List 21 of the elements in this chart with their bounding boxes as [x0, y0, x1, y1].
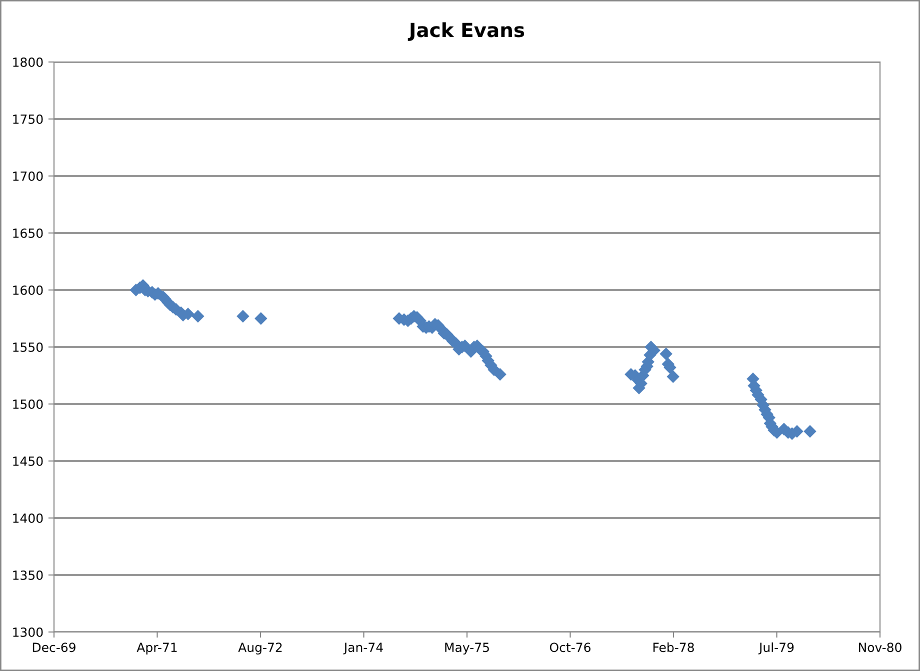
x-tick-label: Dec-69 — [32, 642, 76, 652]
x-tick-label: Jan-74 — [343, 642, 383, 654]
x-tick-label: Feb-78 — [653, 642, 694, 652]
x-tick-label: Oct-76 — [550, 642, 590, 652]
y-tick-label: 1400 — [13, 513, 43, 523]
y-tick-label: 1700 — [13, 171, 43, 181]
y-tick-label: 1300 — [13, 627, 43, 637]
y-tick-label: 1550 — [13, 342, 43, 352]
x-tick-label: Nov-80 — [858, 642, 902, 652]
y-tick-label: 1750 — [13, 114, 43, 124]
x-tick-label: Jul-79 — [758, 642, 794, 654]
x-tick-label: Aug-72 — [238, 642, 282, 655]
y-tick-label: 1450 — [13, 456, 43, 466]
y-tick-label: 1350 — [13, 570, 43, 580]
y-tick-label: 1650 — [13, 228, 43, 238]
y-tick-label: 1600 — [13, 285, 43, 295]
y-tick-label: 1800 — [13, 57, 43, 67]
x-tick-label: Apr-71 — [136, 642, 177, 655]
x-tick-label: May-75 — [445, 642, 489, 655]
y-tick-label: 1500 — [13, 399, 43, 409]
chart-title: Jack Evans — [408, 22, 524, 41]
